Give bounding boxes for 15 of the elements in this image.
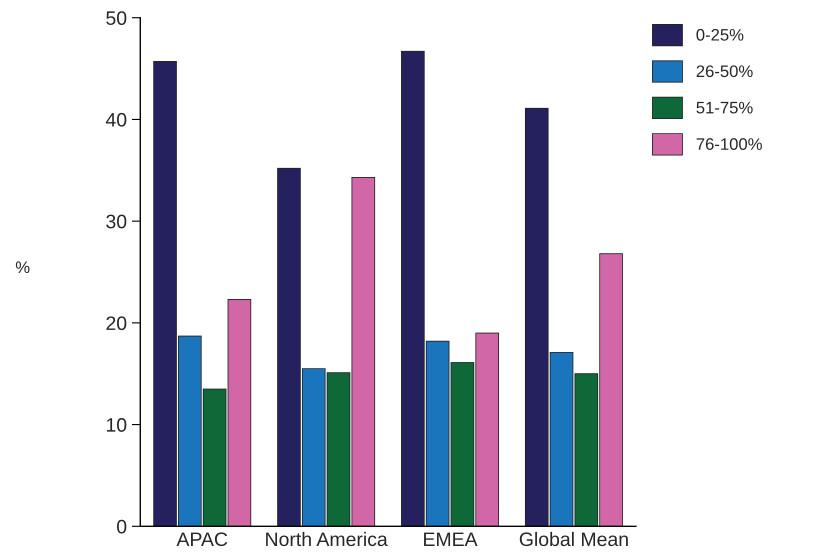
y-tick-label: 40: [106, 112, 126, 127]
y-tick-label: 30: [106, 214, 126, 228]
y-tick-label: 0: [117, 520, 126, 534]
x-tick-label: EMEA: [424, 532, 478, 546]
x-tick-label: Global Mean: [520, 532, 628, 546]
y-tick-label: 20: [106, 316, 126, 330]
legend-label: 76-100%: [696, 138, 762, 150]
legend-label: 0-25%: [696, 28, 744, 41]
legend-label: 26-50%: [696, 65, 753, 78]
y-tick-label: 50: [106, 11, 126, 25]
x-tick-label: North America: [266, 532, 388, 546]
legend-label: 51-75%: [696, 102, 753, 114]
y-axis-title: %: [16, 261, 30, 274]
x-tick-label: APAC: [176, 532, 228, 546]
y-tick-label: 10: [106, 418, 126, 432]
